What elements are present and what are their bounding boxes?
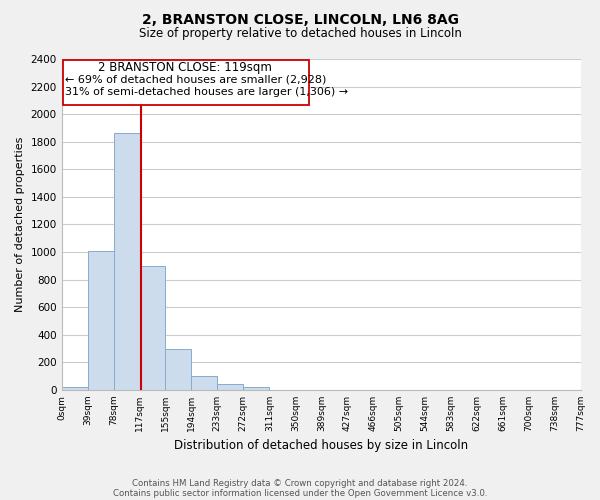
Text: Contains HM Land Registry data © Crown copyright and database right 2024.: Contains HM Land Registry data © Crown c… xyxy=(132,478,468,488)
Bar xyxy=(114,134,140,390)
Bar xyxy=(191,376,217,390)
Text: 2, BRANSTON CLOSE, LINCOLN, LN6 8AG: 2, BRANSTON CLOSE, LINCOLN, LN6 8AG xyxy=(142,12,458,26)
FancyBboxPatch shape xyxy=(63,60,309,104)
Bar xyxy=(217,384,243,390)
Text: ← 69% of detached houses are smaller (2,928): ← 69% of detached houses are smaller (2,… xyxy=(65,74,326,84)
Y-axis label: Number of detached properties: Number of detached properties xyxy=(15,137,25,312)
Bar xyxy=(140,266,165,390)
Bar xyxy=(165,348,191,390)
Text: 31% of semi-detached houses are larger (1,306) →: 31% of semi-detached houses are larger (… xyxy=(65,86,348,97)
Text: 2 BRANSTON CLOSE: 119sqm: 2 BRANSTON CLOSE: 119sqm xyxy=(98,61,272,74)
Bar xyxy=(88,250,114,390)
X-axis label: Distribution of detached houses by size in Lincoln: Distribution of detached houses by size … xyxy=(174,440,468,452)
Bar xyxy=(243,387,269,390)
Text: Contains public sector information licensed under the Open Government Licence v3: Contains public sector information licen… xyxy=(113,488,487,498)
Bar xyxy=(62,387,88,390)
Text: Size of property relative to detached houses in Lincoln: Size of property relative to detached ho… xyxy=(139,28,461,40)
